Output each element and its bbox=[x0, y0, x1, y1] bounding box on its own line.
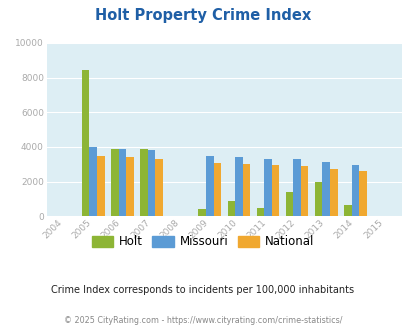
Bar bbox=[147, 150, 155, 216]
Bar bbox=[111, 148, 118, 216]
Bar bbox=[89, 147, 97, 216]
Bar bbox=[213, 163, 221, 216]
Bar bbox=[322, 162, 329, 216]
Bar bbox=[343, 205, 351, 216]
Bar bbox=[227, 201, 234, 216]
Bar bbox=[234, 157, 242, 216]
Bar bbox=[97, 156, 104, 216]
Bar bbox=[198, 209, 205, 216]
Bar bbox=[300, 166, 308, 216]
Bar bbox=[118, 149, 126, 216]
Bar bbox=[256, 208, 264, 216]
Bar bbox=[126, 157, 133, 216]
Bar bbox=[264, 159, 271, 216]
Bar bbox=[271, 165, 279, 216]
Bar bbox=[358, 171, 366, 216]
Bar bbox=[285, 192, 292, 216]
Text: Holt Property Crime Index: Holt Property Crime Index bbox=[95, 8, 310, 23]
Legend: Holt, Missouri, National: Holt, Missouri, National bbox=[87, 231, 318, 253]
Bar bbox=[140, 148, 147, 216]
Bar bbox=[314, 182, 322, 216]
Bar bbox=[242, 164, 249, 216]
Bar bbox=[155, 159, 162, 216]
Bar bbox=[292, 159, 300, 216]
Text: © 2025 CityRating.com - https://www.cityrating.com/crime-statistics/: © 2025 CityRating.com - https://www.city… bbox=[64, 316, 341, 325]
Bar bbox=[329, 169, 337, 216]
Text: Crime Index corresponds to incidents per 100,000 inhabitants: Crime Index corresponds to incidents per… bbox=[51, 285, 354, 295]
Bar bbox=[205, 155, 213, 216]
Bar bbox=[351, 165, 358, 216]
Bar bbox=[82, 70, 89, 216]
